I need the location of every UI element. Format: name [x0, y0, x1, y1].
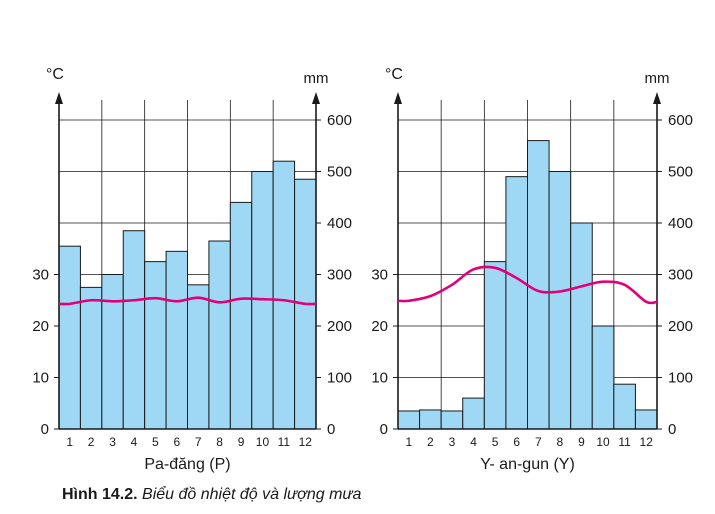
month-label: 1: [66, 435, 73, 449]
rainfall-bar: [208, 240, 231, 430]
rainfall-bar: [101, 274, 124, 430]
rain-unit-label: mm: [645, 70, 670, 87]
temp-axis-arrow: [55, 92, 63, 104]
rainfall-bar: [613, 383, 636, 430]
rainfall-bar: [187, 284, 210, 430]
temp-axis-arrow: [394, 92, 402, 104]
temp-tick-label: 10: [371, 370, 388, 387]
rain-tick-label: 200: [668, 318, 693, 335]
rain-tick-label: 500: [327, 164, 352, 181]
month-label: 6: [173, 435, 180, 449]
rainfall-bar: [272, 160, 296, 430]
month-label: 1: [405, 435, 412, 449]
month-label: 5: [152, 435, 159, 449]
temp-tick-label: 0: [41, 421, 49, 438]
figure-caption: Hình 14.2. Biểu đồ nhiệt độ và lượng mưa: [62, 486, 361, 504]
rainfall-bar: [165, 250, 188, 430]
rain-tick-label: 600: [327, 112, 352, 129]
rain-axis-arrow: [653, 92, 661, 104]
temp-unit-label: °C: [385, 66, 403, 83]
month-label: 3: [449, 435, 456, 449]
month-label: 7: [535, 435, 542, 449]
month-label: 8: [557, 435, 564, 449]
station-title: Y- an-gun (Y): [480, 456, 575, 473]
temp-tick-label: 20: [371, 318, 388, 335]
rainfall-bar: [79, 286, 103, 430]
rainfall-bar: [548, 171, 572, 430]
rain-tick-label: 300: [327, 267, 352, 284]
month-label: 2: [88, 435, 95, 449]
month-label: 9: [578, 435, 585, 449]
month-label: 12: [640, 435, 654, 449]
month-label: 11: [618, 435, 631, 449]
month-label: 4: [470, 435, 477, 449]
temp-tick-label: 10: [32, 370, 49, 387]
rainfall-bar: [144, 261, 167, 430]
rain-tick-label: 100: [327, 370, 352, 387]
month-label: 4: [131, 435, 138, 449]
month-label: 6: [513, 435, 520, 449]
rain-unit-label: mm: [304, 70, 329, 87]
month-label: 3: [109, 435, 116, 449]
rainfall-bar: [440, 410, 464, 430]
caption-title: Biểu đồ nhiệt độ và lượng mưa: [142, 486, 362, 503]
station-title: Pa-đăng (P): [144, 456, 230, 473]
rain-tick-label: 500: [668, 164, 693, 181]
month-label: 8: [216, 435, 223, 449]
rainfall-bar: [419, 409, 442, 430]
rain-tick-label: 300: [668, 267, 693, 284]
temp-tick-label: 20: [32, 318, 49, 335]
rain-tick-label: 0: [327, 421, 335, 438]
rain-tick-label: 200: [327, 318, 352, 335]
month-label: 5: [492, 435, 499, 449]
rainfall-bar: [527, 140, 550, 430]
month-label: 10: [596, 435, 610, 449]
rain-axis-arrow: [312, 92, 320, 104]
month-label: 11: [278, 435, 291, 449]
rain-tick-label: 0: [668, 421, 676, 438]
rainfall-bar: [634, 409, 658, 430]
rain-tick-label: 100: [668, 370, 693, 387]
rainfall-bar: [122, 230, 146, 430]
rainfall-bar: [591, 325, 615, 430]
caption-label: Hình 14.2.: [62, 486, 138, 503]
temperature-line: [58, 296, 317, 306]
rain-tick-label: 400: [327, 215, 352, 232]
month-label: 12: [299, 435, 313, 449]
month-label: 2: [427, 435, 434, 449]
rainfall-bar: [397, 410, 421, 430]
temp-tick-label: 0: [380, 421, 388, 438]
temperature-line: [397, 265, 658, 305]
month-label: 7: [195, 435, 202, 449]
temp-unit-label: °C: [46, 66, 64, 83]
rain-tick-label: 600: [668, 112, 693, 129]
rainfall-bar: [505, 176, 528, 430]
rainfall-bar: [570, 222, 593, 430]
rain-tick-label: 400: [668, 215, 693, 232]
temp-tick-label: 30: [371, 267, 388, 284]
rainfall-bar: [229, 201, 253, 430]
month-label: 10: [256, 435, 270, 449]
rainfall-bar: [462, 397, 485, 430]
rainfall-bar: [58, 245, 81, 430]
rainfall-bar: [483, 261, 507, 430]
temp-tick-label: 30: [32, 267, 49, 284]
month-label: 9: [238, 435, 245, 449]
